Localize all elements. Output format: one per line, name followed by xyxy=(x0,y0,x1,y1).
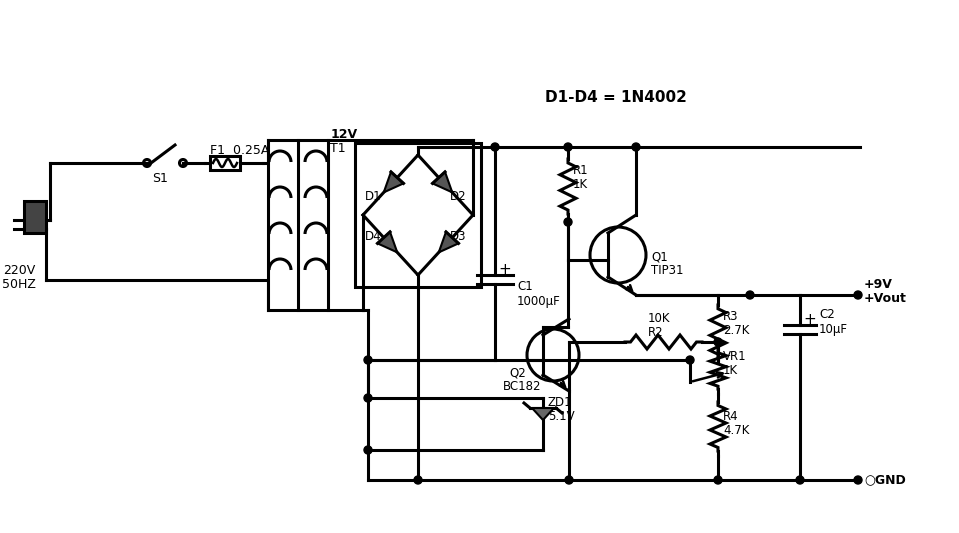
Text: 4.7K: 4.7K xyxy=(723,424,749,437)
Text: D1: D1 xyxy=(364,190,381,204)
Text: 220V: 220V xyxy=(3,263,35,277)
Circle shape xyxy=(564,218,572,226)
Circle shape xyxy=(364,446,372,454)
Circle shape xyxy=(796,476,804,484)
Circle shape xyxy=(714,476,722,484)
Circle shape xyxy=(632,143,640,151)
Text: R2: R2 xyxy=(648,326,664,338)
Text: +: + xyxy=(498,262,511,278)
Text: D4: D4 xyxy=(364,230,381,244)
Polygon shape xyxy=(384,172,404,192)
Polygon shape xyxy=(439,232,458,252)
Text: D2: D2 xyxy=(450,190,466,204)
Text: TIP31: TIP31 xyxy=(651,264,684,278)
Text: Q2: Q2 xyxy=(509,367,526,379)
Polygon shape xyxy=(378,232,397,252)
Text: R3: R3 xyxy=(723,311,738,324)
Text: ZD1: ZD1 xyxy=(548,395,573,408)
Circle shape xyxy=(686,356,694,364)
Bar xyxy=(268,140,328,310)
Bar xyxy=(210,156,240,170)
Text: +: + xyxy=(803,311,816,327)
Text: R1: R1 xyxy=(573,165,589,177)
Circle shape xyxy=(491,143,499,151)
Text: D1-D4 = 1N4002: D1-D4 = 1N4002 xyxy=(545,91,687,106)
Text: Q1: Q1 xyxy=(651,251,667,263)
Circle shape xyxy=(364,356,372,364)
Text: S1: S1 xyxy=(152,172,168,184)
Polygon shape xyxy=(433,172,453,192)
Text: 1K: 1K xyxy=(723,364,738,376)
Circle shape xyxy=(746,291,754,299)
Polygon shape xyxy=(532,408,554,420)
Circle shape xyxy=(854,291,862,299)
Text: 2.7K: 2.7K xyxy=(723,325,749,337)
Text: F1  0.25A: F1 0.25A xyxy=(210,143,269,157)
Text: 5.1V: 5.1V xyxy=(548,409,574,423)
Text: T1: T1 xyxy=(330,141,345,155)
Text: D3: D3 xyxy=(450,230,466,244)
Text: 50HZ: 50HZ xyxy=(2,279,35,292)
Bar xyxy=(355,143,481,287)
Circle shape xyxy=(854,476,862,484)
Bar xyxy=(24,201,46,233)
Text: +Vout: +Vout xyxy=(864,293,907,305)
Text: 1000μF: 1000μF xyxy=(517,295,561,308)
Text: +9V: +9V xyxy=(864,278,893,290)
Text: VR1: VR1 xyxy=(723,350,747,362)
Circle shape xyxy=(364,394,372,402)
Text: C2: C2 xyxy=(819,309,834,321)
Text: 10μF: 10μF xyxy=(819,322,848,335)
Circle shape xyxy=(565,476,573,484)
Text: ○GND: ○GND xyxy=(864,473,905,487)
Text: R4: R4 xyxy=(723,409,738,423)
Text: BC182: BC182 xyxy=(503,381,542,393)
Circle shape xyxy=(714,338,722,346)
Text: 10K: 10K xyxy=(648,311,670,325)
Text: C1: C1 xyxy=(517,280,533,294)
Circle shape xyxy=(564,143,572,151)
Text: 1K: 1K xyxy=(573,179,588,191)
Circle shape xyxy=(414,476,422,484)
Text: 12V: 12V xyxy=(331,127,358,141)
